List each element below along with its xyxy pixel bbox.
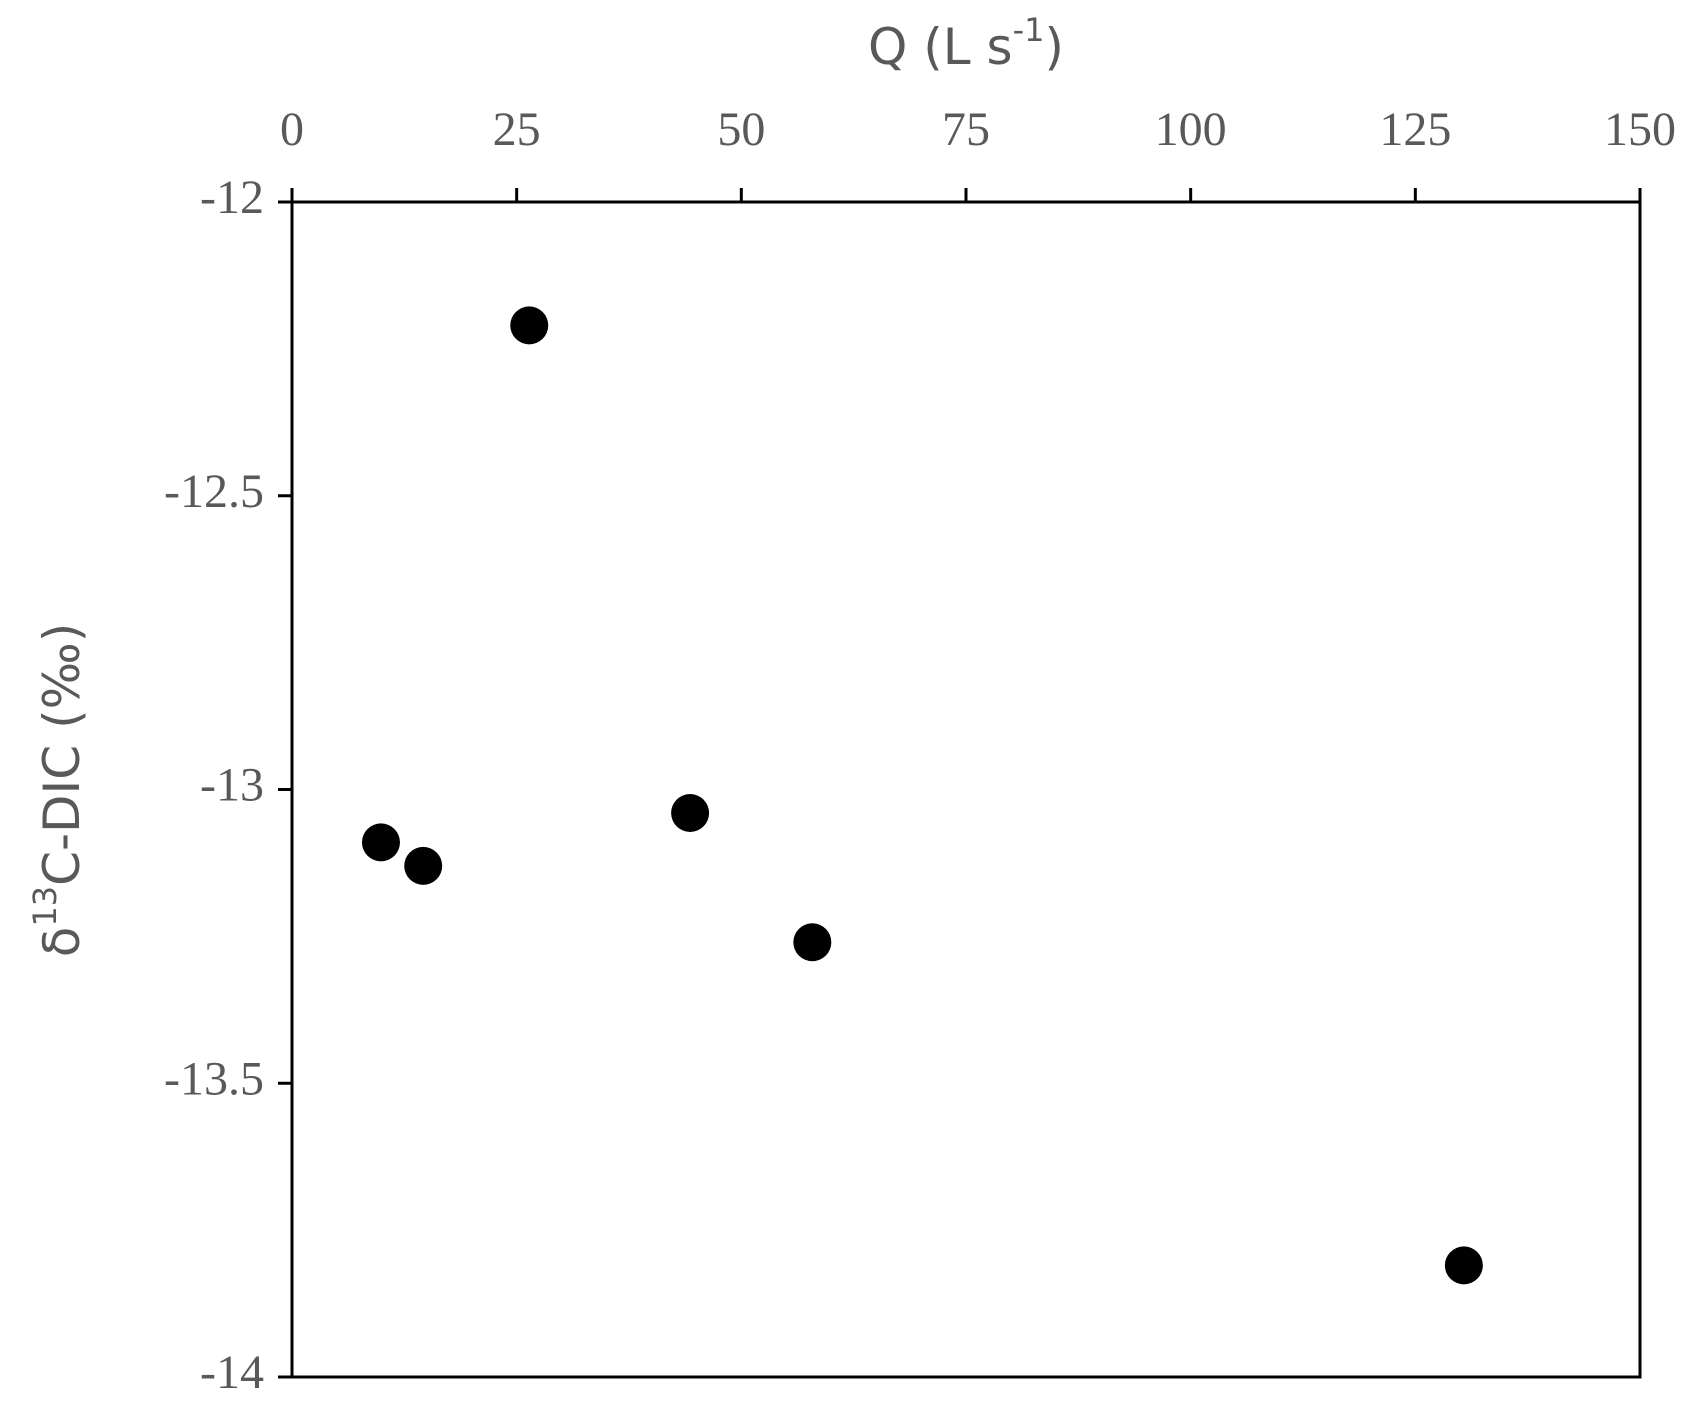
y-axis-label-sup: 13 <box>26 886 64 927</box>
y-axis-label: δ13C-DIC (‰) <box>26 623 91 957</box>
y-tick-label: -14 <box>200 1346 264 1399</box>
y-tick-label: -12 <box>200 171 264 224</box>
x-tick-label: 50 <box>717 103 765 156</box>
x-axis-label-part: ) <box>1044 18 1064 76</box>
plot-frame <box>290 200 1642 1379</box>
x-axis-label-part: Q (L s <box>868 18 1013 76</box>
y-tick-label: -12.5 <box>164 465 264 518</box>
point <box>361 823 400 862</box>
x-tick-label: 0 <box>280 103 304 156</box>
x-tick-label: 25 <box>493 103 541 156</box>
y-axis-label-part: δ <box>33 927 91 958</box>
x-axis-label: Q (L s-1) <box>868 11 1064 76</box>
x-tick-label: 75 <box>942 103 990 156</box>
point <box>671 794 710 832</box>
y-axis-label-part: C-DIC (‰) <box>33 623 91 886</box>
x-tick-label: 125 <box>1379 103 1451 156</box>
point <box>404 846 443 885</box>
y-tick-label: -13.5 <box>164 1052 264 1105</box>
point <box>1444 1246 1483 1285</box>
point <box>793 923 832 962</box>
point <box>510 306 549 345</box>
x-axis-label-sup: -1 <box>1013 11 1045 49</box>
x-tick-label: 100 <box>1155 103 1227 156</box>
y-tick-label: -13 <box>200 759 264 812</box>
x-tick-label: 150 <box>1604 103 1676 156</box>
